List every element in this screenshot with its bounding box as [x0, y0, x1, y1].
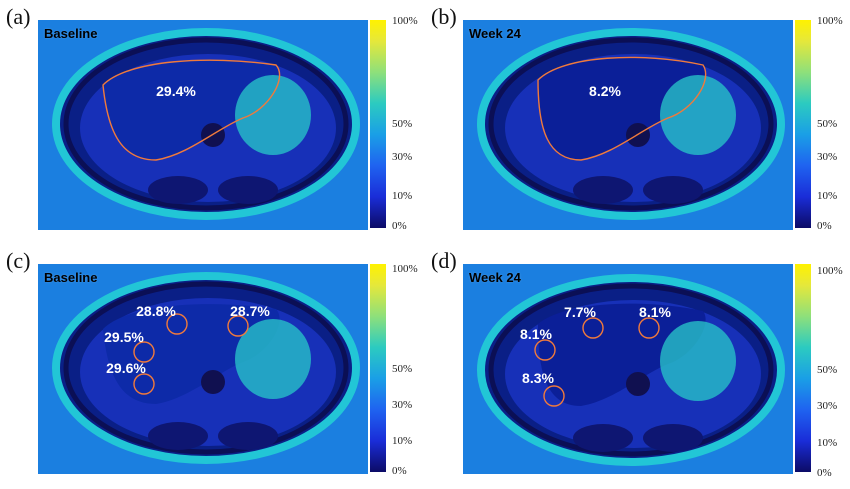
colorbar-tick: 10% — [392, 190, 413, 202]
colorbar-tick: 10% — [817, 190, 838, 202]
mri-scan-image: Baseline 28.8% 28.7% 29.5% 29.6% — [38, 264, 368, 474]
pdff-map — [38, 264, 368, 474]
colorbar-tick: 100% — [392, 15, 418, 27]
colorbar-tick: 0% — [392, 465, 407, 477]
roi-value: 29.6% — [106, 360, 146, 376]
timepoint-label: Week 24 — [469, 270, 521, 285]
colorbar-tick: 100% — [392, 263, 418, 275]
roi-value: 8.1% — [520, 326, 552, 342]
colorbar-tick: 0% — [392, 220, 407, 232]
roi-value: 8.3% — [522, 370, 554, 386]
colorbar-tick: 100% — [817, 15, 843, 27]
colorbar-tick: 30% — [392, 399, 413, 411]
roi-value: 28.8% — [136, 303, 176, 319]
panel-c: (c) Baseline 28.8% 28.7% 29.5% 29.6% 100… — [0, 244, 425, 488]
roi-value: 28.7% — [230, 303, 270, 319]
panel-a: (a) Baseline 29.4% 100% 50% 30% 10% 0% — [0, 0, 425, 244]
colorbar — [795, 20, 811, 228]
colorbar — [370, 264, 386, 472]
timepoint-label: Baseline — [44, 270, 98, 285]
panel-letter: (c) — [6, 248, 31, 273]
colorbar-tick: 50% — [817, 364, 838, 376]
roi-value: 29.5% — [104, 329, 144, 345]
colorbar-tick: 30% — [392, 151, 413, 163]
panel-b: (b) Week 24 8.2% 100% 50% 30% 10% 0% — [425, 0, 850, 244]
colorbar-tick: 50% — [817, 118, 838, 130]
panel-letter: (b) — [431, 4, 457, 29]
colorbar-tick: 10% — [392, 435, 413, 447]
pdff-map — [463, 264, 793, 474]
panel-letter: (a) — [6, 4, 31, 29]
colorbar-tick: 100% — [817, 265, 843, 277]
roi-value: 8.1% — [639, 304, 671, 320]
pdff-map — [38, 20, 368, 230]
mri-scan-image: Week 24 8.2% — [463, 20, 793, 230]
panel-d: (d) Week 24 7.7% 8.1% 8.1% 8.3% 100% 50%… — [425, 244, 850, 488]
mri-scan-image: Baseline 29.4% — [38, 20, 368, 230]
colorbar — [370, 20, 386, 228]
colorbar-tick: 10% — [817, 437, 838, 449]
mri-scan-image: Week 24 7.7% 8.1% 8.1% 8.3% — [463, 264, 793, 474]
colorbar-tick: 50% — [392, 363, 413, 375]
colorbar — [795, 264, 811, 472]
colorbar-tick: 0% — [817, 220, 832, 232]
colorbar-tick: 0% — [817, 467, 832, 479]
roi-value: 7.7% — [564, 304, 596, 320]
colorbar-tick: 30% — [817, 151, 838, 163]
roi-value: 8.2% — [589, 83, 621, 99]
pdff-map — [463, 20, 793, 230]
timepoint-label: Week 24 — [469, 26, 521, 41]
colorbar-tick: 30% — [817, 400, 838, 412]
roi-value: 29.4% — [156, 83, 196, 99]
colorbar-tick: 50% — [392, 118, 413, 130]
timepoint-label: Baseline — [44, 26, 98, 41]
panel-letter: (d) — [431, 248, 457, 273]
